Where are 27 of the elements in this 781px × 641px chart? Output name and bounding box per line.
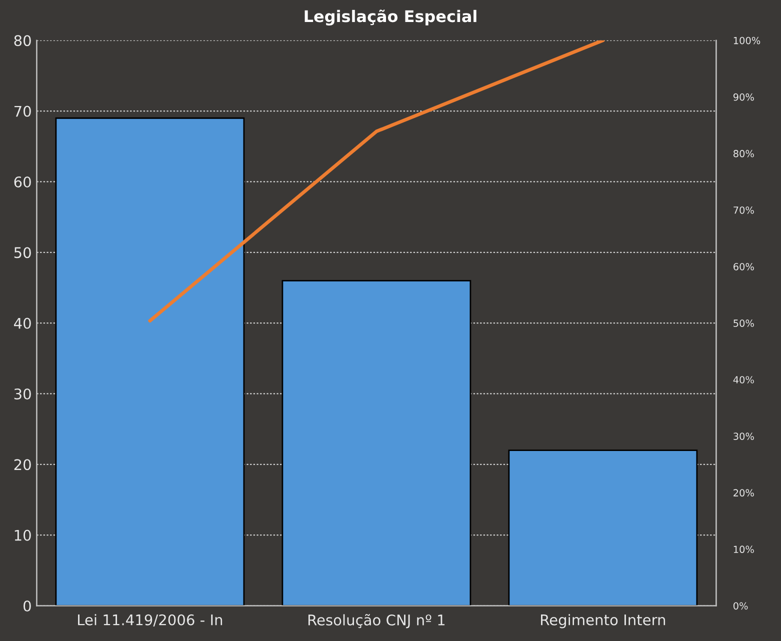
y-tick-label: 60	[14, 176, 31, 188]
y-tick-label: 20	[14, 459, 31, 470]
bar	[282, 280, 472, 606]
y2-tick-label: 10%	[734, 546, 754, 554]
x-tick-label: Lei 11.419/2006 - In	[78, 614, 222, 627]
chart-title: Legislação Especial	[304, 10, 476, 26]
y2-tick-label: 100%	[734, 36, 760, 44]
bar	[55, 117, 245, 606]
y-tick-label: 40	[14, 318, 31, 329]
y2-tick-label: 20%	[734, 489, 754, 497]
y2-tick-label: 70%	[734, 206, 754, 214]
y2-tick-label: 90%	[733, 93, 754, 101]
y2-tick-label: 60%	[734, 263, 754, 270]
y2-tick-label: 50%	[734, 320, 754, 327]
y-tick-label: 0	[24, 600, 31, 612]
y2-tick-label: 80%	[734, 150, 754, 158]
y-tick-label: 30	[14, 388, 31, 400]
y2-tick-label: 30%	[734, 432, 754, 440]
y-tick-label: 70	[14, 106, 31, 117]
y-tick-label: 80	[14, 35, 31, 46]
y2-tick-label: 40%	[733, 376, 754, 384]
x-tick-label: Regimento Intern	[541, 614, 666, 628]
y-tick-label: 10	[14, 530, 31, 541]
bar	[508, 450, 698, 606]
y2-tick-label: 0%	[733, 602, 748, 610]
y-tick-label: 50	[14, 247, 31, 258]
x-tick-label: Resolução CNJ nº 1	[308, 614, 445, 628]
